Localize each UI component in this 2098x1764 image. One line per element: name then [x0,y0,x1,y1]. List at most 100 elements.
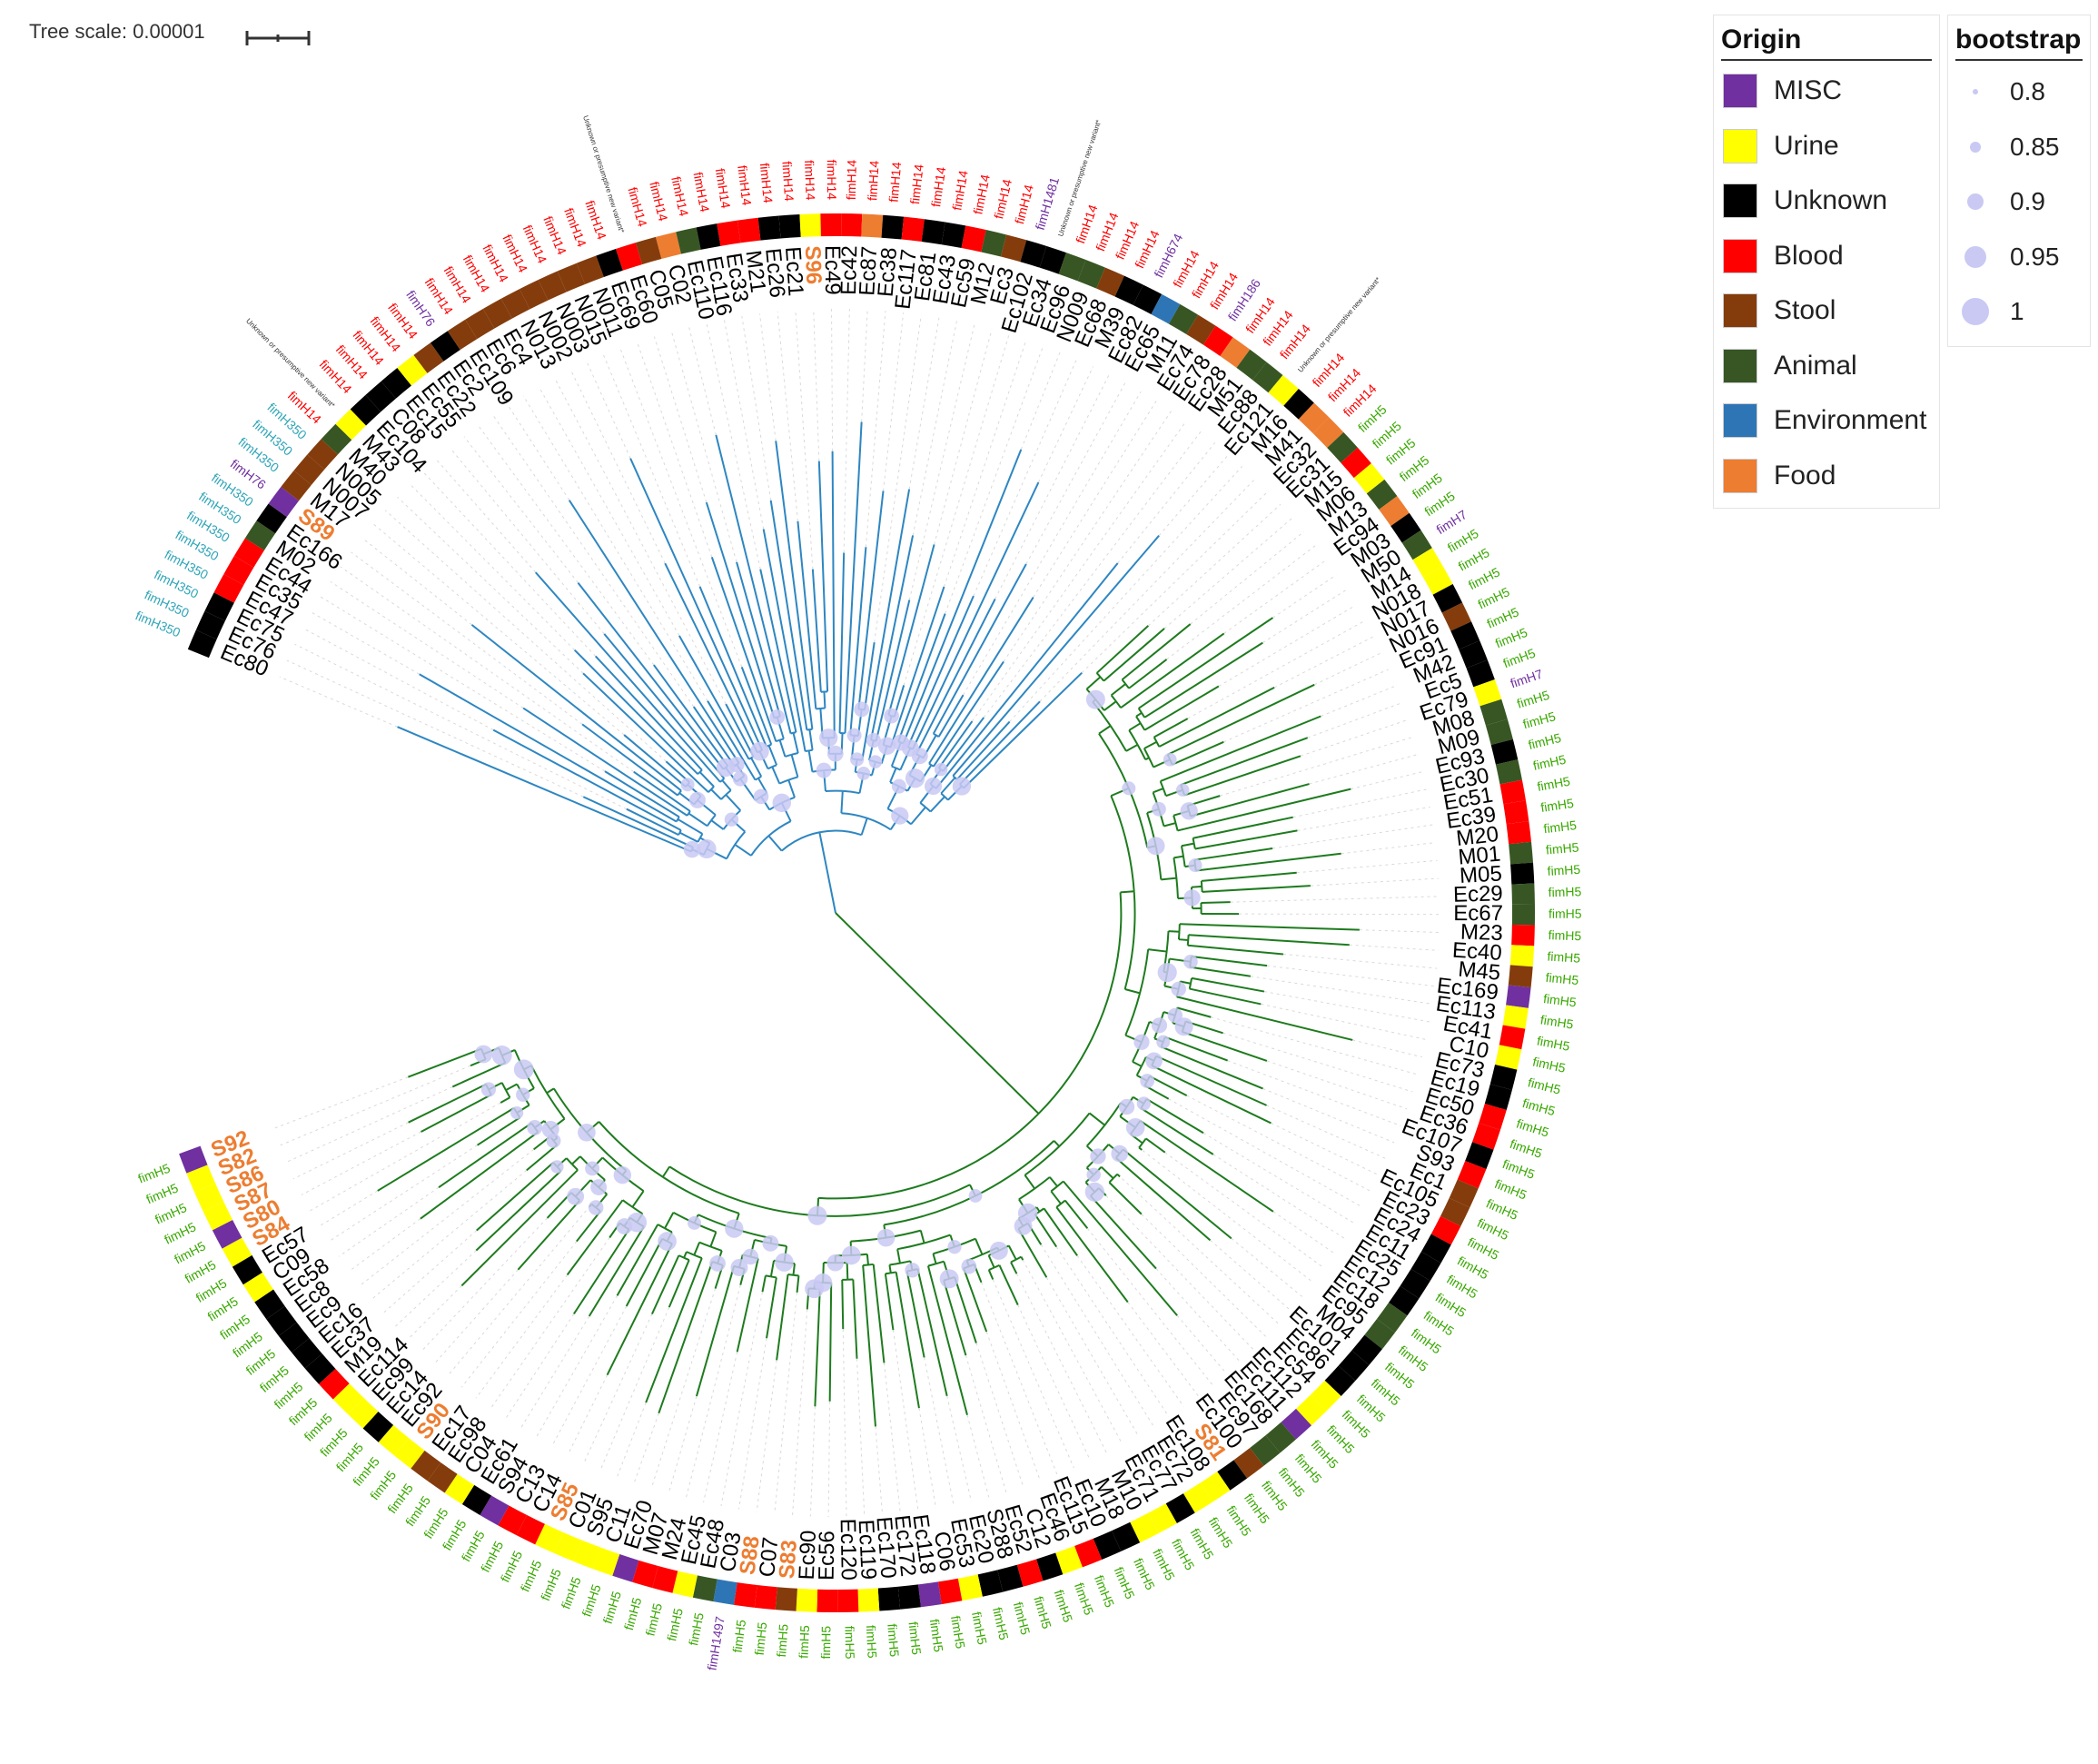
branch-arc [1188,983,1192,989]
origin-ring-segment [179,1145,208,1174]
bootstrap-legend-item: 0.9 [1948,176,2090,232]
branch-arc [1135,1065,1143,1076]
fimh-label: fimH5 [948,1615,968,1650]
branch [623,734,687,788]
branch [889,586,945,748]
fimh-label: fimH5 [1536,774,1571,794]
branch [887,544,935,716]
branch [1187,944,1284,956]
origin-swatch [1723,403,1757,438]
tip-guide [271,1076,409,1130]
tip-guide [971,421,1187,722]
branch-arc [1109,725,1127,752]
origin-ring-segment [1400,1268,1430,1299]
branch-arc [1140,1056,1147,1067]
origin-ring-segment [1495,1045,1522,1070]
origin-ring-segment [857,1588,880,1612]
origin-ring-segment [1366,479,1398,510]
bootstrap-marker [1145,1052,1163,1070]
tip-guide [720,1292,763,1507]
branch [582,796,694,848]
branch-arc [565,1157,573,1165]
fimh-label: fimH14 [844,159,859,200]
bootstrap-marker [1125,1118,1145,1137]
origin-legend-item: Animal [1714,342,1939,397]
tip-guide [946,1395,972,1502]
branch [582,672,709,793]
tip-guide [1218,605,1356,687]
branch [678,635,750,760]
origin-swatch [1723,458,1757,493]
bootstrap-marker [550,1160,564,1174]
branch [998,1264,1019,1305]
branch [778,739,787,758]
tip-guide [422,471,597,657]
origin-ring-segment [713,1579,737,1605]
branch [1158,687,1275,748]
fimh-label: fimH5 [1515,1116,1551,1140]
origin-ring-segment [1479,1104,1507,1130]
branch [1145,1137,1166,1154]
origin-ring-segment [1168,303,1199,334]
origin-ring-segment [304,1353,336,1384]
branch-arc [930,764,935,768]
branch [1121,623,1192,681]
tip-guide [1351,771,1423,790]
branch [808,728,814,750]
tip-guide [407,1285,462,1340]
branch-arc [678,832,681,836]
branch [573,1228,630,1315]
tip-guide [1116,1174,1279,1324]
tip-guide [1147,503,1282,627]
bootstrap-legend-label: 0.9 [2010,187,2045,215]
branch-arc [1055,1203,1062,1208]
bootstrap-marker [732,771,748,787]
tip-guide [883,312,905,491]
branch-arc [1138,1142,1143,1149]
branch [912,481,1040,750]
branch [1122,1148,1232,1240]
origin-ring-segment [1432,584,1463,613]
branch [698,771,715,788]
bootstrap-marker [513,1059,534,1080]
bootstrap-marker [658,1232,677,1251]
branch-arc [1113,1173,1118,1179]
branch [1180,737,1309,786]
tip-guide [538,386,680,637]
fimh-label: fimH5 [1531,1054,1567,1075]
origin-ring-segment [1074,1538,1103,1568]
branch-arc [889,1262,901,1266]
origin-ring-segment [447,319,478,351]
origin-ring-segment [734,1582,757,1608]
fimh-label: fimH14 [668,175,691,218]
tip-guide [279,676,398,728]
branch [897,613,946,742]
branch [932,563,1027,735]
tip-guide [1045,1276,1139,1436]
branch-arc [899,1260,911,1264]
branch [937,720,974,769]
fimh-label: fimH14 [970,173,993,215]
branch-arc [866,817,892,831]
fimh-label: fimH5 [885,1623,902,1658]
origin-ring-segment [921,219,945,245]
branch-arc [778,778,789,785]
origin-ring-segment [362,1412,394,1442]
origin-ring-segment [757,215,781,241]
branch-arc [1155,741,1161,748]
branch [1103,700,1117,711]
origin-ring-segment [655,232,681,260]
bootstrap-marker [854,701,870,718]
tip-guide [856,1358,866,1517]
tip-guide [384,510,667,762]
fimh-label: fimH14 [825,160,839,201]
branch [1143,641,1263,718]
tip-guide [1272,574,1337,619]
branch [987,1269,995,1280]
tip-guide [1141,1214,1267,1337]
branch [476,1162,554,1232]
origin-swatch [1723,74,1757,108]
branch [1143,685,1220,731]
origin-ring-segment [841,213,863,237]
origin-ring-segment [1485,718,1513,746]
